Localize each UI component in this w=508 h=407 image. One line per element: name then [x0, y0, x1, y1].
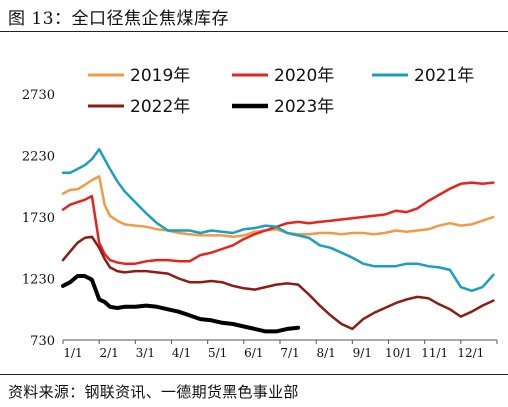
x-tick-label: 6/1: [244, 346, 263, 360]
y-tick-label: 2730: [22, 88, 55, 103]
x-tick-label: 11/1: [421, 346, 448, 360]
y-tick-label: 730: [30, 334, 55, 349]
line-chart: 730 1230 1730 2230 2730 1/1 2/1 3/1 4/1 5/1 6/1 7/1…: [22, 66, 498, 360]
x-tick-label: 8/1: [317, 346, 336, 360]
x-tick-label: 12/1: [457, 346, 484, 360]
series-line-2021年: [61, 148, 495, 293]
title-divider: [0, 31, 508, 32]
legend-label: 2022年: [130, 97, 190, 117]
x-tick-label: 3/1: [136, 346, 155, 360]
series-line-2022年: [61, 235, 495, 331]
x-tick-label: 1/1: [63, 346, 82, 360]
legend-label: 2021年: [414, 66, 474, 86]
chart-title: 图 13：全口径焦企焦煤库存: [8, 9, 230, 29]
x-tick-label: 5/1: [208, 346, 227, 360]
x-tick-label: 2/1: [100, 346, 119, 360]
legend-label: 2023年: [274, 97, 334, 117]
legend-label: 2020年: [274, 66, 334, 86]
series-line-2023年: [61, 274, 301, 334]
x-tick-label: 4/1: [172, 346, 191, 360]
y-tick-label: 1230: [22, 273, 55, 288]
legend-label: 2019年: [130, 66, 190, 86]
y-tick-label: 2230: [22, 150, 55, 165]
x-tick-label: 7/1: [280, 346, 299, 360]
source-divider: [0, 374, 508, 375]
series-line-2020年: [61, 181, 495, 265]
x-tick-label: 10/1: [385, 346, 412, 360]
x-tick-label: 9/1: [353, 346, 372, 360]
source-note: 资料来源：钢联资讯、一德期货黑色事业部: [8, 383, 299, 401]
y-tick-label: 1730: [22, 211, 55, 226]
